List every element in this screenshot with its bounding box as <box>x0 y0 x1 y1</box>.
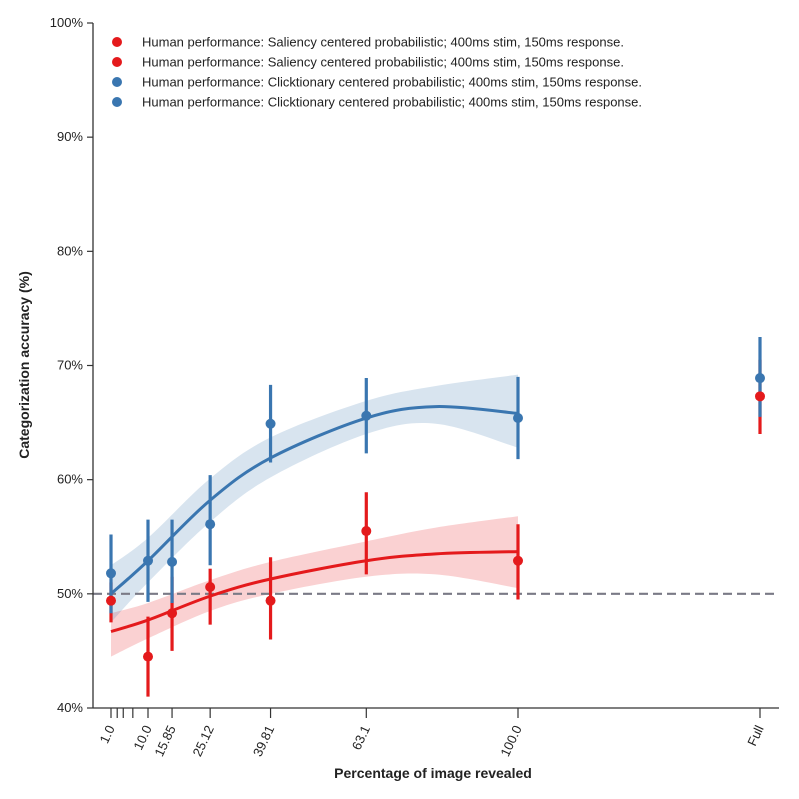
legend-marker <box>112 77 122 87</box>
confidence-band <box>111 374 518 623</box>
x-tick-label: 10.0 <box>130 723 154 752</box>
y-tick-label: 60% <box>57 472 83 487</box>
x-axis-title: Percentage of image revealed <box>334 765 532 781</box>
y-ticks: 40% 50% 60% 70% 80% 90% 100% <box>50 15 93 715</box>
x-ticks: 1.0 10.015.85 25.12 39.81 63.1 100.0 Full <box>96 708 767 759</box>
y-tick-label: 90% <box>57 129 83 144</box>
y-tick-label: 40% <box>57 700 83 715</box>
y-tick-label: 80% <box>57 243 83 258</box>
data-point <box>205 519 216 530</box>
data-point <box>513 413 523 424</box>
data-point <box>361 526 372 537</box>
x-tick-label: 25.12 <box>190 723 217 759</box>
y-tick-label: 50% <box>57 586 83 601</box>
confidence-band <box>111 516 518 657</box>
legend-label: Human performance: Saliency centered pro… <box>142 55 624 70</box>
legend-label: Human performance: Saliency centered pro… <box>142 35 624 50</box>
data-point <box>143 555 153 566</box>
data-point <box>205 581 216 592</box>
data-point <box>167 608 178 619</box>
x-tick-label: Full <box>744 723 766 748</box>
legend-label: Human performance: Clicktionary centered… <box>142 75 642 90</box>
data-point <box>106 595 116 606</box>
data-point <box>106 568 116 579</box>
y-tick-label: 70% <box>57 358 83 373</box>
data-point <box>755 373 765 384</box>
legend: Human performance: Saliency centered pro… <box>112 35 642 110</box>
x-tick-label: 15.85 <box>151 723 178 759</box>
x-tick-label: 1.0 <box>96 723 117 746</box>
x-tick-label: 39.81 <box>250 723 277 759</box>
confidence-bands <box>111 374 518 657</box>
data-point <box>513 555 523 566</box>
y-axis-title: Categorization accuracy (%) <box>16 271 32 459</box>
x-tick-label: 100.0 <box>497 723 524 759</box>
data-point <box>361 410 372 421</box>
legend-marker <box>112 37 122 47</box>
legend-label: Human performance: Clicktionary centered… <box>142 95 642 110</box>
data-point <box>265 418 276 429</box>
data-point <box>143 651 153 662</box>
legend-marker <box>112 97 122 107</box>
data-points <box>106 373 765 662</box>
x-tick-label: 63.1 <box>349 723 373 752</box>
data-point <box>167 556 178 567</box>
data-point <box>755 391 765 402</box>
data-point <box>265 595 276 606</box>
legend-marker <box>112 57 122 67</box>
y-tick-label: 100% <box>50 15 84 30</box>
